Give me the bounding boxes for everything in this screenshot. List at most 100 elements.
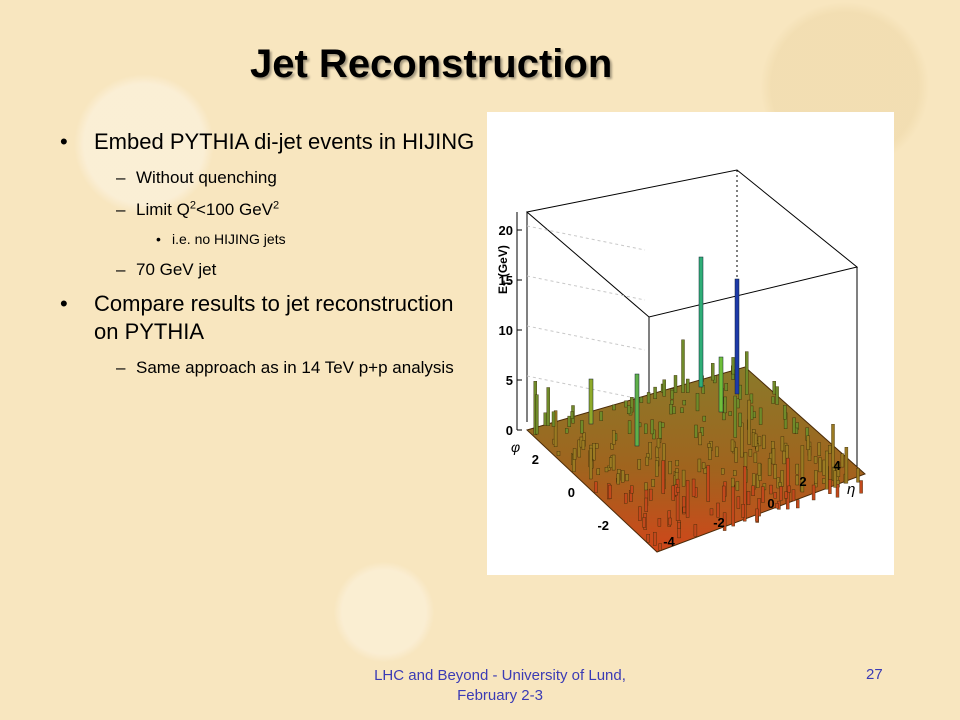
energy-tower xyxy=(604,467,609,473)
energy-tower xyxy=(835,484,840,498)
energy-tower xyxy=(735,481,740,491)
bullet-text: Embed PYTHIA di-jet events in HIJING xyxy=(94,129,475,154)
energy-tower xyxy=(751,485,755,497)
energy-tower xyxy=(836,462,841,478)
eta-tick-label: -4 xyxy=(663,534,675,549)
energy-tower xyxy=(588,447,593,480)
energy-tower xyxy=(623,493,628,504)
sub-sub-bullet-no-jets: • i.e. no HIJING jets xyxy=(60,230,480,248)
bullet-dot-icon: • xyxy=(60,129,68,154)
energy-tower xyxy=(644,423,648,434)
z-tick-label: 20 xyxy=(499,223,513,238)
energy-tower xyxy=(786,457,790,510)
q2-limit-value: <100 GeV xyxy=(195,200,273,219)
energy-tower xyxy=(822,478,826,484)
z-gridline xyxy=(526,375,646,401)
phi-tick-label: -2 xyxy=(597,518,609,533)
energy-tower xyxy=(661,422,665,428)
z-gridline xyxy=(526,275,646,301)
bullet-dot-icon: • xyxy=(156,231,161,247)
energy-tower xyxy=(681,469,686,487)
energy-tower xyxy=(637,459,642,470)
energy-tower xyxy=(662,379,666,397)
energy-tower xyxy=(753,452,758,463)
dash-icon: – xyxy=(116,200,126,219)
bullet-dot-icon: • xyxy=(60,291,68,316)
energy-tower xyxy=(639,396,644,403)
energy-tower xyxy=(694,424,698,438)
z-axis-label: ET (GeV) xyxy=(496,245,512,294)
energy-tower xyxy=(653,386,657,400)
energy-tower xyxy=(646,392,651,404)
energy-tower xyxy=(762,434,766,449)
energy-tower xyxy=(668,517,672,526)
bullet-text: Compare results to jet reconstruction on… xyxy=(94,291,454,344)
phi-tick-label: 0 xyxy=(568,485,575,500)
jet-tower xyxy=(698,256,704,388)
energy-tower xyxy=(723,396,727,414)
energy-tower xyxy=(625,474,629,482)
energy-tower xyxy=(630,485,634,494)
bullet-compare: • Compare results to jet reconstruction … xyxy=(60,290,480,346)
energy-tower xyxy=(787,485,791,493)
energy-tower xyxy=(651,479,655,487)
energy-tower xyxy=(638,506,642,521)
energy-tower xyxy=(546,387,550,426)
energy-tower xyxy=(722,512,727,531)
energy-tower xyxy=(778,482,782,487)
energy-tower xyxy=(567,415,571,428)
sub-bullet-text: Same approach as in 14 TeV p+p analysis xyxy=(136,358,454,377)
energy-tower xyxy=(817,442,821,456)
energy-tower xyxy=(661,460,666,494)
tower-group xyxy=(533,256,863,551)
energy-tower xyxy=(792,417,796,434)
energy-tower xyxy=(796,499,800,509)
energy-tower xyxy=(646,534,650,543)
energy-tower xyxy=(672,406,676,414)
z-gridline xyxy=(526,225,646,251)
sub-bullet-q2-limit: – Limit Q2<100 GeV2 xyxy=(60,198,480,221)
z-gridlines xyxy=(526,225,646,401)
energy-tower xyxy=(627,420,632,434)
sub-bullet-text: 70 GeV jet xyxy=(136,260,217,279)
energy-tower xyxy=(753,433,758,447)
energy-tower xyxy=(642,517,646,528)
energy-tower xyxy=(773,492,777,499)
energy-tower xyxy=(701,385,706,394)
energy-tower xyxy=(825,450,829,490)
energy-tower xyxy=(715,446,719,457)
z-tick-label: 15 xyxy=(499,273,513,288)
energy-tower xyxy=(629,491,633,502)
energy-tower xyxy=(738,412,742,428)
dash-icon: – xyxy=(116,260,126,279)
energy-tower xyxy=(795,475,799,486)
footer-line-1: LHC and Beyond - University of Lund, xyxy=(374,667,626,684)
energy-tower xyxy=(697,458,702,473)
jet-tower xyxy=(634,373,640,447)
dash-icon: – xyxy=(116,168,126,187)
energy-tower xyxy=(749,393,754,404)
dash-icon: – xyxy=(116,358,126,377)
energy-tower xyxy=(645,456,649,466)
energy-tower xyxy=(728,411,732,416)
energy-tower xyxy=(581,440,586,450)
energy-tower xyxy=(580,420,584,434)
energy-tower xyxy=(773,464,777,479)
energy-tower xyxy=(612,404,616,411)
energy-tower xyxy=(811,484,816,501)
energy-tower xyxy=(724,383,729,391)
energy-tower xyxy=(741,504,745,518)
energy-tower xyxy=(564,428,569,434)
energy-tower xyxy=(570,411,574,419)
energy-tower xyxy=(716,502,720,518)
energy-tower xyxy=(800,445,805,493)
energy-tower xyxy=(828,479,832,494)
energy-tower xyxy=(543,412,547,426)
axis-ticks: 2 0 -2 -4 -2 0 2 4 xyxy=(532,452,842,549)
energy-tower xyxy=(691,478,696,497)
energy-tower xyxy=(653,532,657,546)
energy-tower xyxy=(681,339,685,393)
energy-tower xyxy=(806,435,810,450)
